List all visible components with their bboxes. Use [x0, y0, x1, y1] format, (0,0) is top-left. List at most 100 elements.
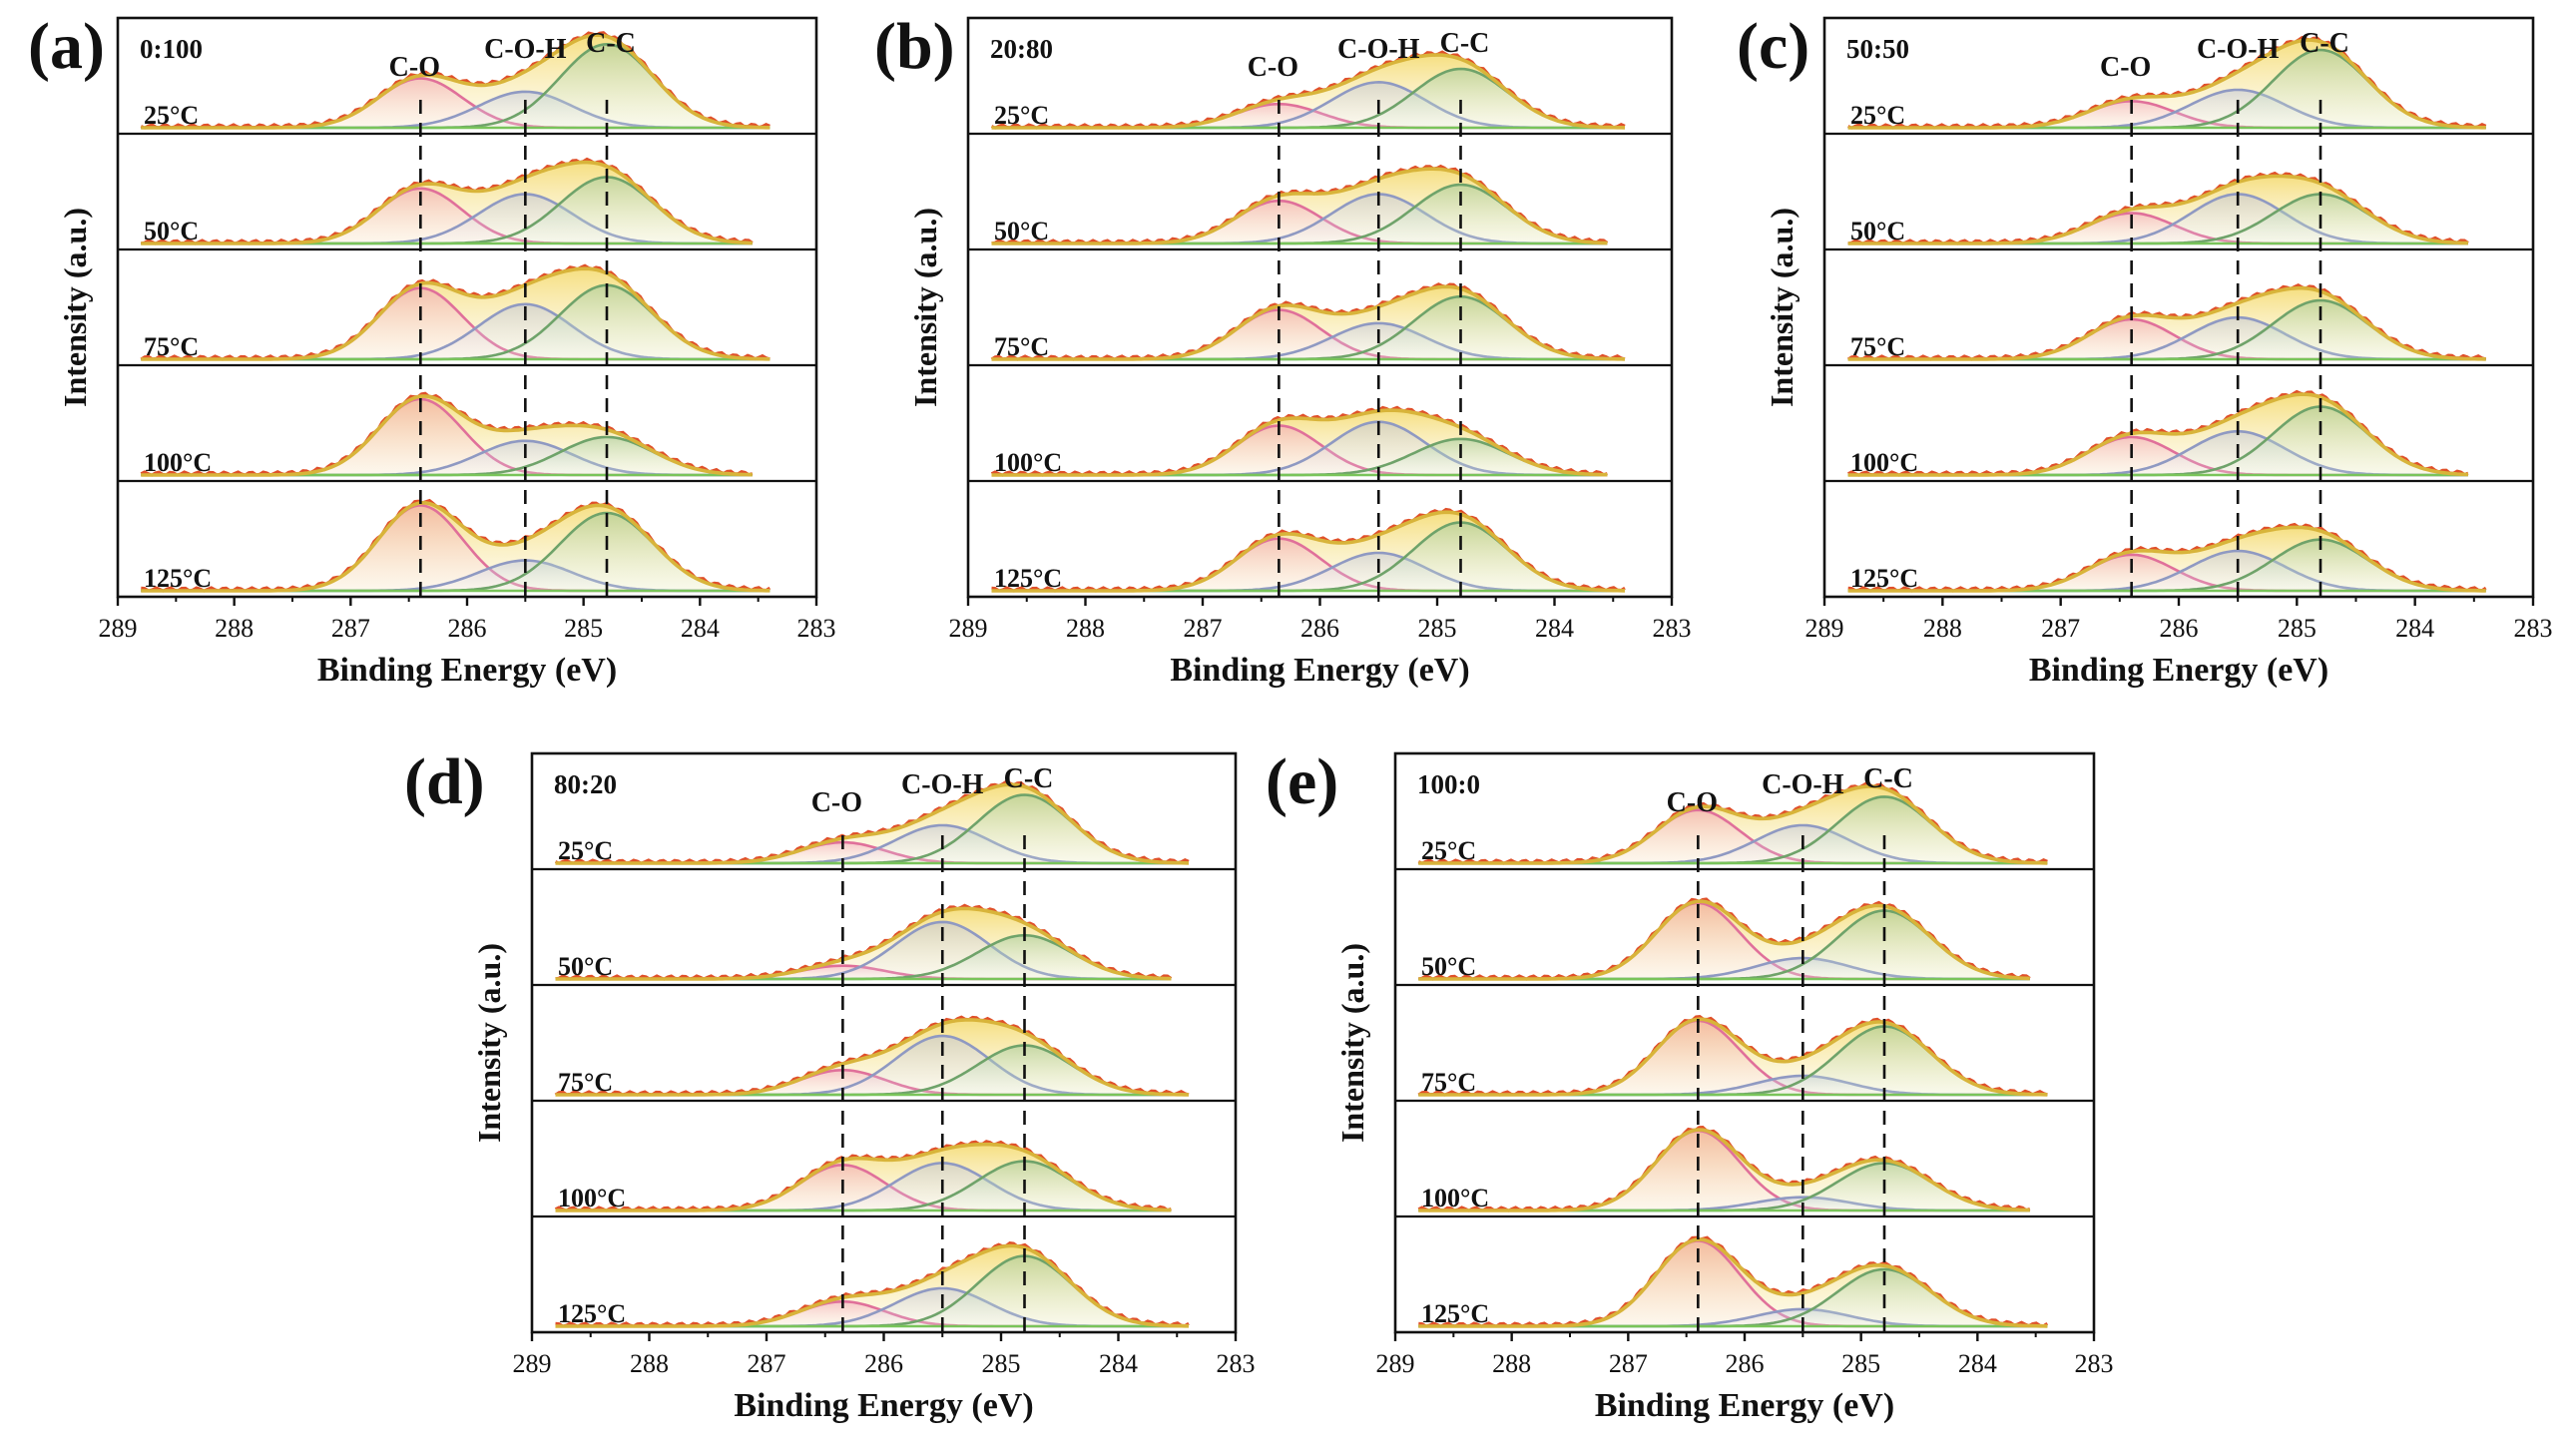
c-c-area: [1418, 910, 2030, 979]
x-tick-label: 288: [1492, 1349, 1531, 1378]
peak-label: C-O-H: [1762, 769, 1844, 800]
fit-envelope: [555, 1018, 1189, 1097]
temperature-label: 125°C: [558, 1299, 626, 1328]
x-tick-label: 284: [1099, 1349, 1138, 1378]
c-c-area: [555, 1161, 1172, 1211]
c-o-h-area: [1847, 551, 2486, 591]
temperature-label: 75°C: [144, 332, 199, 361]
temperature-label: 100°C: [1421, 1184, 1489, 1212]
y-axis-label: Intensity (a.u.): [907, 208, 943, 407]
c-c-area: [141, 513, 771, 591]
spectrum-row: 125°C: [555, 1241, 1190, 1328]
fit-envelope: [1847, 392, 2468, 477]
spectrum-row: 100°C: [1417, 1125, 2031, 1212]
temperature-label: 125°C: [144, 564, 212, 593]
x-tick-label: 289: [949, 614, 988, 643]
spectrum-row: 25°C: [990, 50, 1626, 130]
temperature-label: 100°C: [558, 1184, 626, 1212]
x-tick-label: 283: [1217, 1349, 1256, 1378]
c-o-area: [1847, 213, 2468, 243]
c-c-area: [555, 794, 1189, 863]
x-tick-label: 286: [1726, 1349, 1765, 1378]
panel-e: (e) 25°C 50°C 75°C 100°C 125°C C-O C-O-H C-C 100:…: [1266, 745, 2114, 1424]
x-tick-label: 283: [1653, 614, 1692, 643]
fit-envelope: [991, 53, 1626, 130]
x-tick-label: 283: [2075, 1349, 2114, 1378]
c-c-area: [991, 185, 1608, 243]
x-tick-label: 286: [448, 614, 487, 643]
fit-envelope: [991, 167, 1608, 245]
c-o-h-area: [141, 303, 771, 359]
temperature-label: 25°C: [144, 101, 199, 130]
c-o-area: [1847, 319, 2486, 359]
temperature-label: 100°C: [144, 448, 212, 477]
c-o-area: [141, 398, 753, 475]
fit-envelope: [555, 1243, 1189, 1328]
panel-c: (c) 25°C 50°C 75°C 100°C 125°C C-O C-O-H C-C 50:5…: [1737, 10, 2553, 689]
temperature-label: 50°C: [558, 952, 613, 981]
peak-label: C-O-H: [2197, 34, 2280, 65]
c-o-area: [141, 287, 771, 359]
c-o-area: [991, 201, 1608, 243]
x-tick-label: 289: [99, 614, 138, 643]
temperature-label: 125°C: [1421, 1299, 1489, 1328]
c-c-area: [1847, 300, 2486, 359]
c-c-area: [991, 296, 1625, 359]
x-tick-label: 284: [681, 614, 720, 643]
x-tick-label: 288: [630, 1349, 669, 1378]
fit-envelope: [141, 394, 753, 477]
fit-envelope: [141, 500, 771, 593]
c-o-area: [1418, 809, 2048, 863]
x-tick-label: 286: [1300, 614, 1339, 643]
x-axis-label: Binding Energy (eV): [317, 652, 617, 689]
ratio-label: 50:50: [1846, 34, 1909, 64]
x-tick-label: 288: [215, 614, 254, 643]
spectrum-row: 125°C: [991, 507, 1626, 593]
peak-label: C-O-H: [901, 769, 984, 800]
c-o-h-area: [991, 553, 1625, 591]
x-tick-label: 288: [1923, 614, 1962, 643]
peak-label: C-C: [586, 28, 636, 59]
spectrum-row: 100°C: [554, 1140, 1172, 1212]
fit-envelope: [991, 284, 1626, 361]
c-c-area: [141, 284, 771, 359]
panel-label: (c): [1737, 10, 1809, 83]
x-tick-label: 284: [2395, 614, 2434, 643]
temperature-label: 25°C: [994, 101, 1049, 130]
c-c-area: [555, 1045, 1189, 1095]
c-c-area: [1847, 539, 2486, 591]
x-tick-label: 289: [513, 1349, 552, 1378]
spectrum-row: 25°C: [554, 779, 1190, 865]
temperature-label: 50°C: [994, 217, 1049, 245]
spectrum-row: 125°C: [1418, 1235, 2049, 1328]
x-tick-label: 287: [1184, 614, 1223, 643]
c-c-area: [141, 44, 771, 128]
x-tick-label: 287: [748, 1349, 786, 1378]
c-o-area: [1418, 1020, 2048, 1095]
c-o-area: [141, 78, 771, 128]
spectrum-row: 25°C: [1417, 781, 2048, 865]
spectrum-row: 100°C: [140, 391, 754, 477]
peak-label: C-O: [389, 52, 440, 83]
x-tick-label: 285: [1418, 614, 1457, 643]
fit-envelope: [1418, 1128, 2030, 1212]
x-tick-label: 284: [1535, 614, 1574, 643]
temperature-label: 125°C: [1850, 564, 1918, 593]
fit-envelope: [141, 266, 771, 361]
fit-envelope: [141, 160, 753, 245]
c-o-area: [1847, 437, 2468, 475]
c-c-area: [991, 438, 1608, 475]
temperature-label: 100°C: [994, 448, 1062, 477]
spectrum-row: 100°C: [1847, 389, 2469, 477]
temperature-label: 125°C: [994, 564, 1062, 593]
x-tick-label: 287: [1609, 1349, 1648, 1378]
x-tick-label: 286: [2160, 614, 2199, 643]
spectrum-row: 75°C: [1417, 1015, 2048, 1097]
peak-label: C-C: [2300, 28, 2349, 59]
fit-envelope: [555, 782, 1190, 865]
x-tick-label: 285: [564, 614, 603, 643]
spectrum-row: 75°C: [990, 282, 1626, 361]
spectrum-row: 125°C: [141, 498, 772, 593]
spectrum-row: 50°C: [141, 157, 754, 245]
peak-label: C-C: [1004, 763, 1054, 794]
